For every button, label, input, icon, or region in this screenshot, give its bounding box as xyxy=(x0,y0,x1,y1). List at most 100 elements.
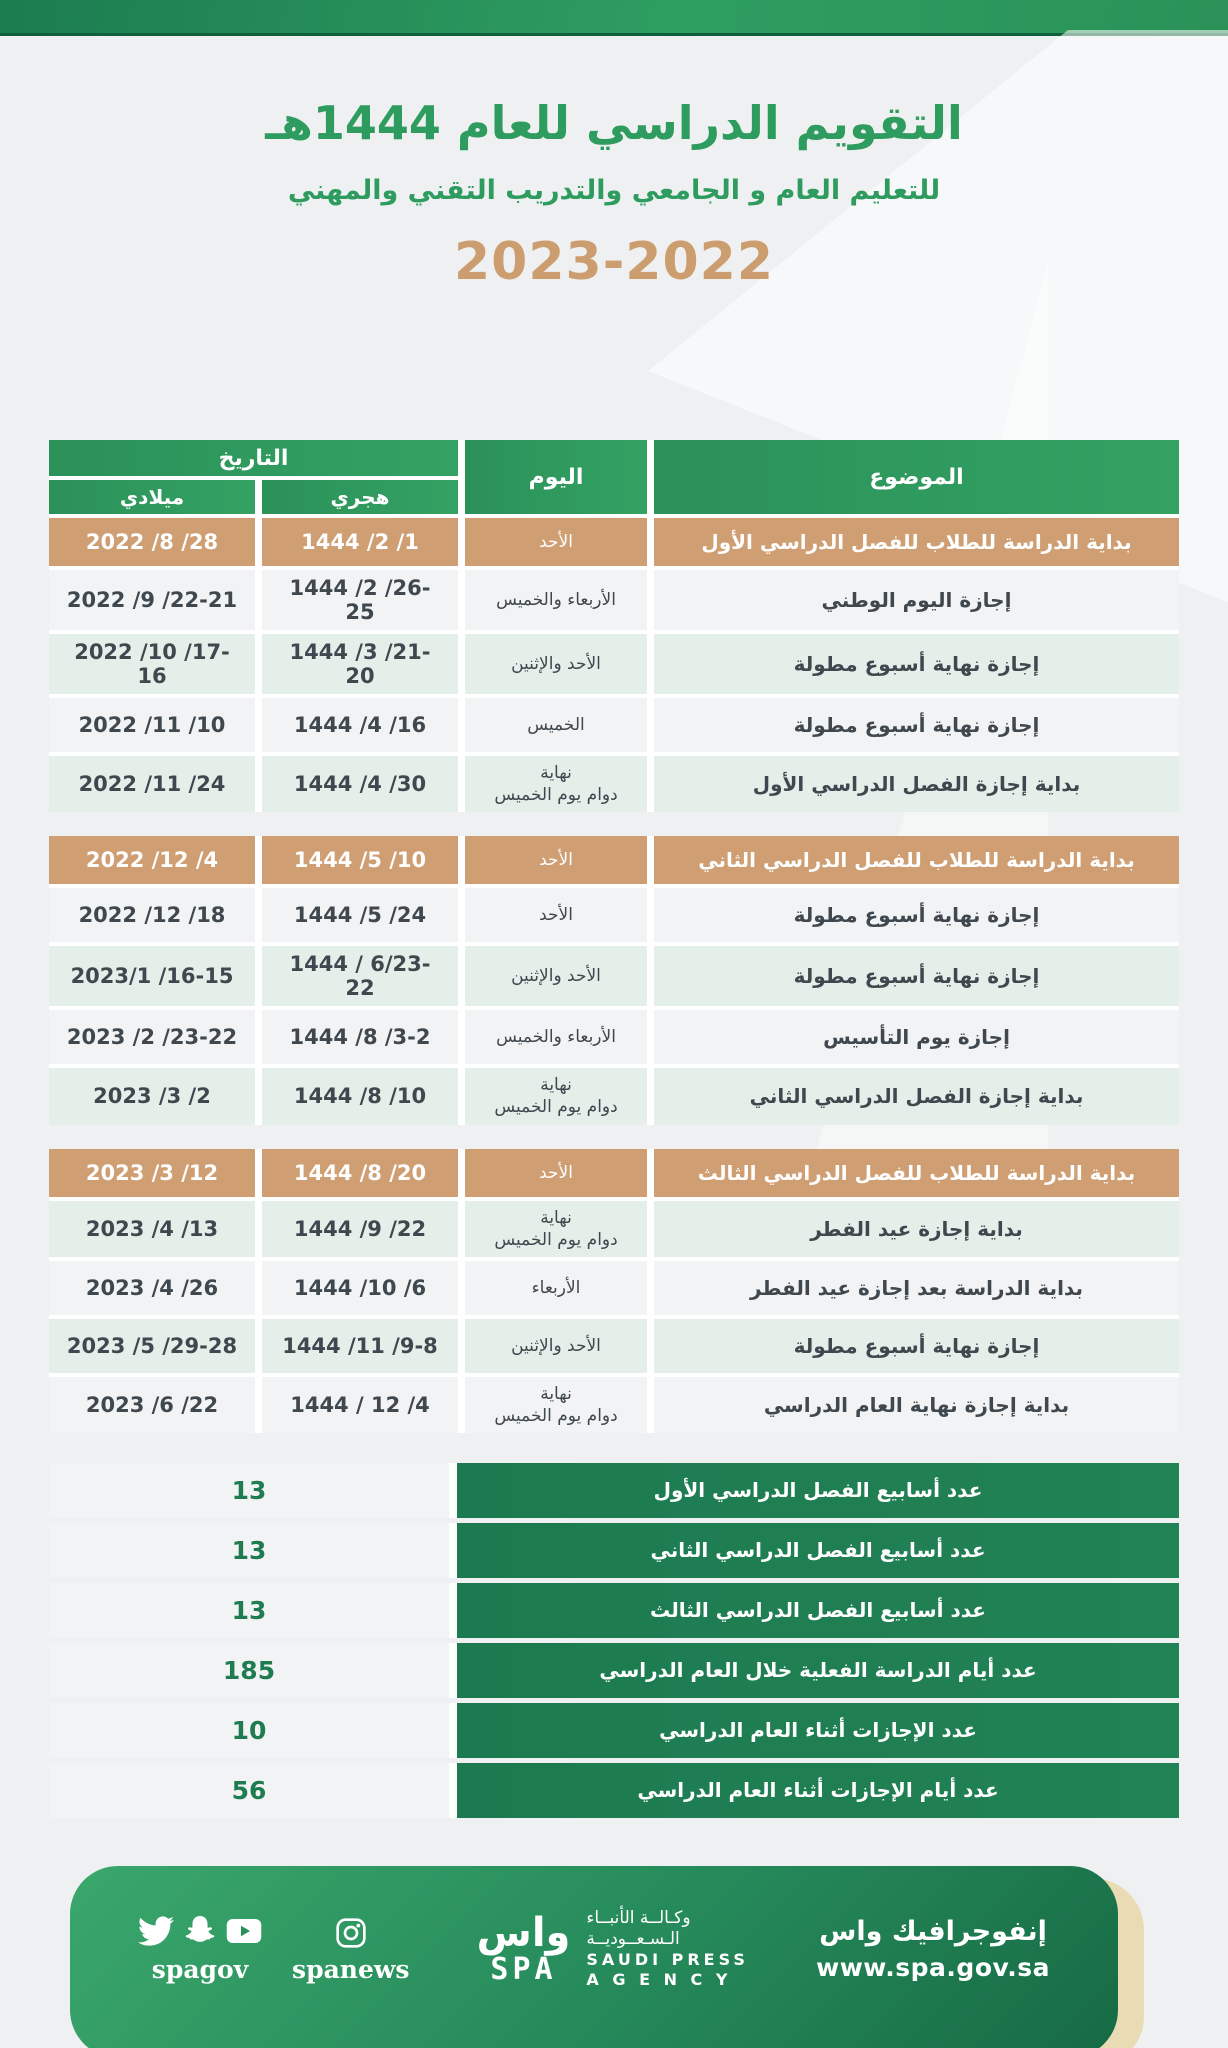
agency-name-ar-line1: وكـالــة الأنبــاء xyxy=(586,1907,691,1928)
hijri-date-cell: 1444 /11 /9-8 xyxy=(262,1318,458,1373)
summary-value: 13 xyxy=(49,1582,449,1638)
gregorian-date-cell: 2023 /6 /22 xyxy=(49,1376,255,1433)
social-handle-spagov[interactable]: spagov xyxy=(151,1955,249,1985)
summary-value: 185 xyxy=(49,1642,449,1698)
footer-infographic-block: إنفوجرافيك واس www.spa.gov.sa xyxy=(816,1916,1050,1982)
header-date-group: التاريخ xyxy=(49,440,458,477)
website-link[interactable]: www.spa.gov.sa xyxy=(816,1952,1050,1982)
table-row: بداية الدراسة للطلاب للفصل الدراسي الثان… xyxy=(49,836,1179,885)
spa-logo: واس SPA وكـالــة الأنبــاء الـسـعــوديــ… xyxy=(477,1908,749,1991)
day-cell: الأحد والإثنين xyxy=(465,1318,647,1373)
footer: إنفوجرافيك واس www.spa.gov.sa واس SPA وك… xyxy=(70,1865,1144,2048)
summary-label: عدد أيام الدراسة الفعلية خلال العام الدر… xyxy=(457,1642,1179,1698)
spa-latin-wordmark: SPA xyxy=(490,1951,557,1987)
social-group-spanews[interactable]: spanews xyxy=(292,1917,409,1984)
gregorian-date-cell: 2022 /11 /10 xyxy=(49,698,255,753)
gregorian-date-cell: 2022 /8 /28 xyxy=(49,518,255,567)
hijri-date-cell: 1444 /5 /10 xyxy=(262,836,458,885)
social-icons-row xyxy=(138,1913,262,1949)
day-cell: نهاية دوام يوم الخميس xyxy=(465,756,647,813)
header-day: اليوم xyxy=(465,440,647,515)
subject-cell: بداية إجازة عيد الفطر xyxy=(654,1200,1179,1257)
gregorian-date-cell: 2023 /2 /23-22 xyxy=(49,1010,255,1065)
day-cell: نهاية دوام يوم الخميس xyxy=(465,1200,647,1257)
summary-label: عدد أسابيع الفصل الدراسي الأول xyxy=(457,1462,1179,1518)
summary-row: عدد أسابيع الفصل الدراسي الثاني 13 xyxy=(49,1522,1179,1578)
day-cell: الأحد والإثنين xyxy=(465,634,647,695)
day-cell: الأحد xyxy=(465,1148,647,1197)
summary-row: عدد الإجازات أثناء العام الدراسي 10 xyxy=(49,1702,1179,1758)
hijri-date-cell: 1444 / 12 /4 xyxy=(262,1376,458,1433)
summary-value: 13 xyxy=(49,1522,449,1578)
subject-cell: بداية إجازة الفصل الدراسي الأول xyxy=(654,756,1179,813)
gregorian-date-cell: 2022 /12 /18 xyxy=(49,888,255,943)
page-title: التقويم الدراسي للعام 1444هـ xyxy=(265,96,963,150)
agency-name-ar-line2: الـسـعــوديــة xyxy=(586,1928,680,1949)
summary-row: عدد أيام الإجازات أثناء العام الدراسي 56 xyxy=(49,1762,1179,1818)
top-green-bar xyxy=(0,0,1228,36)
social-group-spagov[interactable]: spagov xyxy=(138,1913,262,1984)
hijri-date-cell: 1444 / 6/23-22 xyxy=(262,946,458,1007)
summary-row: عدد أيام الدراسة الفعلية خلال العام الدر… xyxy=(49,1642,1179,1698)
subject-cell: بداية الدراسة للطلاب للفصل الدراسي الثان… xyxy=(654,836,1179,885)
gregorian-date-cell: 2022 /11 /24 xyxy=(49,756,255,813)
hijri-date-cell: 1444 /4 /30 xyxy=(262,756,458,813)
summary-table: عدد أسابيع الفصل الدراسي الأول 13 عدد أس… xyxy=(49,1462,1179,1818)
hijri-date-cell: 1444 /4 /16 xyxy=(262,698,458,753)
social-icons-row xyxy=(335,1917,367,1949)
table-row: إجازة نهاية أسبوع مطولة الأحد والإثنين 1… xyxy=(49,946,1179,1007)
table-section-term1: الموضوع اليوم التاريخ هجري ميلادي بداية … xyxy=(49,440,1179,813)
subject-cell: بداية الدراسة للطلاب للفصل الدراسي الأول xyxy=(654,518,1179,567)
social-handle-spanews[interactable]: spanews xyxy=(292,1955,410,1985)
page-subtitle: للتعليم العام و الجامعي والتدريب التقني … xyxy=(287,175,941,207)
table-row: إجازة نهاية أسبوع مطولة الخميس 1444 /4 /… xyxy=(49,698,1179,753)
instagram-icon[interactable] xyxy=(335,1917,367,1949)
gregorian-date-cell: 2023 /3 /2 xyxy=(49,1068,255,1125)
spa-wordmark: واس SPA xyxy=(477,1913,571,1985)
summary-label: عدد أيام الإجازات أثناء العام الدراسي xyxy=(457,1762,1179,1818)
table-row: بداية إجازة الفصل الدراسي الثاني نهاية د… xyxy=(49,1068,1179,1125)
youtube-icon[interactable] xyxy=(226,1913,262,1949)
gregorian-date-cell: 2022 /10 /17-16 xyxy=(49,634,255,695)
footer-green-panel: إنفوجرافيك واس www.spa.gov.sa واس SPA وك… xyxy=(70,1865,1118,2048)
summary-label: عدد أسابيع الفصل الدراسي الثالث xyxy=(457,1582,1179,1638)
subject-cell: بداية الدراسة للطلاب للفصل الدراسي الثال… xyxy=(654,1148,1179,1197)
day-cell: نهاية دوام يوم الخميس xyxy=(465,1068,647,1125)
hijri-date-cell: 1444 /2 /1 xyxy=(262,518,458,567)
snapchat-icon[interactable] xyxy=(182,1913,218,1949)
table-header: الموضوع اليوم التاريخ هجري ميلادي xyxy=(49,440,1179,515)
academic-years: 2023-2022 xyxy=(453,232,775,293)
calendar-table: الموضوع اليوم التاريخ هجري ميلادي بداية … xyxy=(49,440,1179,1433)
twitter-icon[interactable] xyxy=(138,1913,175,1949)
day-cell: الأحد والإثنين xyxy=(465,946,647,1007)
table-row: بداية الدراسة بعد إجازة عيد الفطر الأربع… xyxy=(49,1260,1179,1315)
agency-name-en-line1: SAUDI PRESS xyxy=(586,1950,749,1970)
summary-row: عدد أسابيع الفصل الدراسي الثالث 13 xyxy=(49,1582,1179,1638)
hijri-date-cell: 1444 /8 /20 xyxy=(262,1148,458,1197)
hijri-date-cell: 1444 /8 /3-2 xyxy=(262,1010,458,1065)
spa-arabic-wordmark: واس xyxy=(476,1909,571,1956)
spa-agency-name: وكـالــة الأنبــاء الـسـعــوديــة SAUDI … xyxy=(586,1908,749,1991)
table-row: بداية إجازة عيد الفطر نهاية دوام يوم الخ… xyxy=(49,1200,1179,1257)
hijri-date-cell: 1444 /8 /10 xyxy=(262,1068,458,1125)
day-cell: الأربعاء والخميس xyxy=(465,570,647,631)
table-row: إجازة نهاية أسبوع مطولة الأحد 1444 /5 /2… xyxy=(49,888,1179,943)
day-cell: الأحد xyxy=(465,836,647,885)
agency-name-en-line2: A G E N C Y xyxy=(586,1970,732,1990)
day-cell: الأحد xyxy=(465,518,647,567)
summary-row: عدد أسابيع الفصل الدراسي الأول 13 xyxy=(49,1462,1179,1518)
subject-cell: إجازة نهاية أسبوع مطولة xyxy=(654,888,1179,943)
subject-cell: بداية إجازة نهاية العام الدراسي xyxy=(654,1376,1179,1433)
gregorian-date-cell: 2023 /5 /29-28 xyxy=(49,1318,255,1373)
day-cell: نهاية دوام يوم الخميس xyxy=(465,1376,647,1433)
summary-value: 56 xyxy=(49,1762,449,1818)
subject-cell: إجازة نهاية أسبوع مطولة xyxy=(654,698,1179,753)
footer-social-block: spagov spanews xyxy=(138,1913,409,1984)
subject-cell: إجازة اليوم الوطني xyxy=(654,570,1179,631)
table-section-term2: بداية الدراسة للطلاب للفصل الدراسي الثان… xyxy=(49,836,1179,1125)
gregorian-date-cell: 2023 /4 /13 xyxy=(49,1200,255,1257)
gregorian-date-cell: 2023 /4 /26 xyxy=(49,1260,255,1315)
header-hijri: هجري xyxy=(262,480,458,515)
hijri-date-cell: 1444 /10 /6 xyxy=(262,1260,458,1315)
gregorian-date-cell: 2023 /3 /12 xyxy=(49,1148,255,1197)
